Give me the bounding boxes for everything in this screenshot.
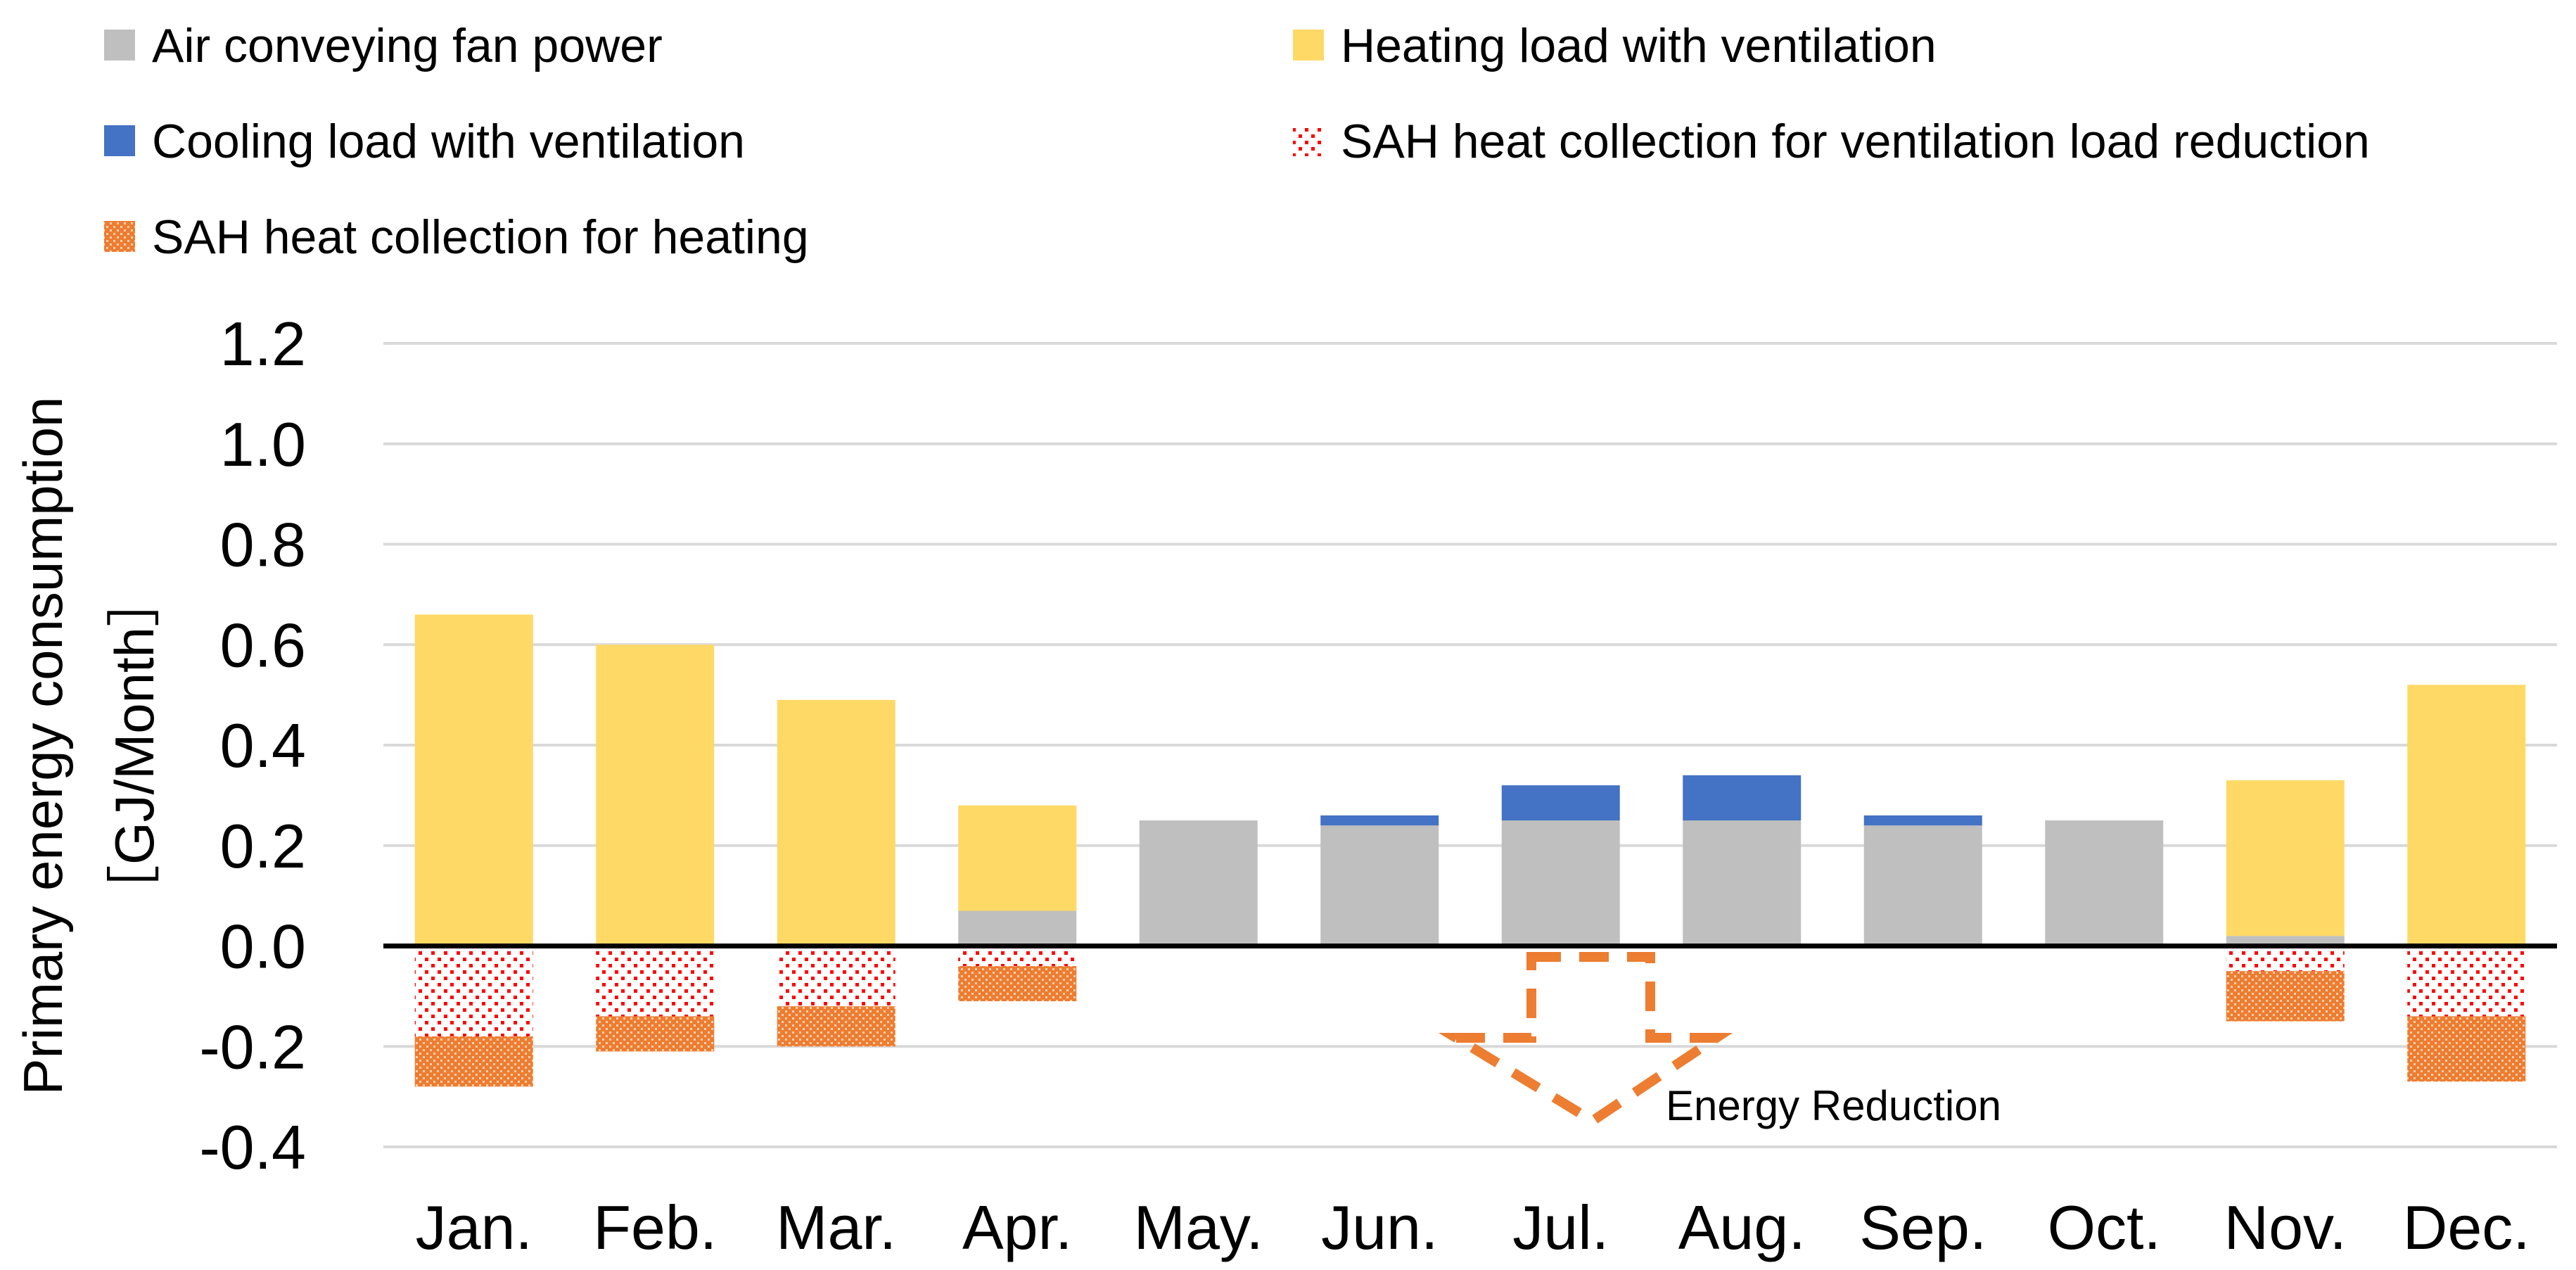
y-tick-label: 0.0 [220,912,306,982]
y-tick-label: -0.4 [199,1112,306,1182]
x-tick-label: Dec. [2403,1193,2530,1262]
bar-segment [1683,775,1802,821]
bar-segment [414,946,533,1036]
bar-segment [1683,820,1802,946]
x-tick-label: Apr. [962,1193,1073,1262]
x-tick-label: May. [1134,1193,1263,1262]
y-tick-label: 0.8 [220,510,306,580]
gridlines [383,342,2557,1148]
bar-segment [1501,820,1620,946]
bar-segment [414,1036,533,1087]
bar-segment [1863,815,1982,826]
bar-segment [2407,1016,2526,1082]
bar-segment [1139,820,1258,946]
y-axis-title: Primary energy consumption ［GJ/Month］ [12,397,165,1096]
x-tick-label: Feb. [593,1193,717,1262]
bar-segment [958,805,1077,911]
bar-segment [596,1016,715,1052]
legend-label: SAH heat collection for heating [152,210,809,264]
x-axis-ticks: Jan. Feb. Mar. Apr. May. Jun. Jul. Aug. Sep. Oct.… [416,1193,2530,1262]
y-axis-label: Primary energy consumption [12,397,74,1096]
y-axis-unit: ［GJ/Month］ [103,572,165,920]
legend-item: SAH heat collection for ventilation load… [1293,115,2370,168]
bar-segment [2045,820,2164,946]
bar-segment [2407,685,2526,946]
bar-segment [777,699,895,946]
bar-segment [1320,815,1439,826]
legend-swatch [104,30,135,61]
y-tick-label: 0.4 [220,711,306,780]
bar-segment [2226,971,2345,1022]
bar-segment [958,946,1077,967]
y-tick-label: -0.2 [199,1012,306,1081]
legend-item: Cooling load with ventilation [104,115,745,168]
legend-label: Heating load with ventilation [1341,19,1937,72]
legend-swatch [1293,30,1324,61]
x-tick-label: Oct. [2048,1193,2161,1262]
bar-segment [596,946,715,1017]
legend-label: SAH heat collection for ventilation load… [1341,115,2370,168]
bar-segment [777,1006,895,1047]
bar-segment [1501,785,1620,821]
x-tick-label: Jul. [1512,1193,1609,1262]
bar-segment [2407,946,2526,1017]
bar-segment [596,644,715,946]
x-tick-label: Sep. [1859,1193,1987,1262]
legend-swatch [1293,125,1324,156]
legend-item: SAH heat collection for heating [104,210,809,264]
x-tick-label: Nov. [2224,1193,2347,1262]
legend-item: Heating load with ventilation [1293,19,1937,72]
x-tick-label: Aug. [1678,1193,1806,1262]
legend-label: Cooling load with ventilation [152,115,745,168]
legend: Air conveying fan power Heating load with… [104,19,2370,264]
y-tick-label: 1.2 [220,309,306,379]
y-axis-ticks: 1.2 1.0 0.8 0.6 0.4 0.2 0.0 -0.2 -0.4 [199,309,306,1182]
legend-item: Air conveying fan power [104,19,663,72]
legend-label: Air conveying fan power [152,19,663,72]
bar-segment [777,946,895,1007]
bar-segment [958,910,1077,946]
y-tick-label: 0.6 [220,610,306,680]
energy-reduction-arrow [1439,952,1733,1127]
legend-swatch [104,221,135,252]
y-tick-label: 0.2 [220,811,306,881]
x-tick-label: Jun. [1321,1193,1438,1262]
bar-segment [414,614,533,946]
bar-segment [1320,825,1439,946]
energy-reduction-label: Energy Reduction [1666,1082,2001,1129]
bar-segment [2226,946,2345,972]
energy-reduction-annotation: Energy Reduction [1439,952,2001,1129]
y-tick-label: 1.0 [220,409,306,479]
bar-segment [2226,780,2345,936]
bars [414,614,2526,1087]
x-tick-label: Mar. [776,1193,896,1262]
bar-segment [2226,936,2345,946]
bar-segment [958,966,1077,1002]
bar-segment [1863,825,1982,946]
x-tick-label: Jan. [416,1193,533,1262]
legend-swatch [104,125,135,156]
